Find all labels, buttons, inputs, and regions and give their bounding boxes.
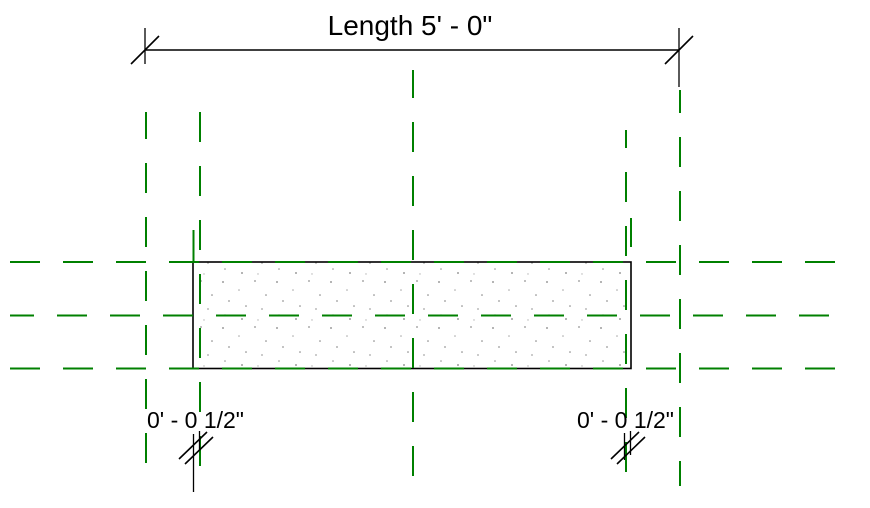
right-offset-dimension-label[interactable]: 0' - 0 1/2" (577, 407, 674, 433)
left-offset-tick-b (184, 436, 214, 465)
reference-planes (10, 70, 851, 486)
length-dimension[interactable] (130, 28, 694, 87)
left-offset-tick-a (178, 431, 208, 460)
right-offset-dimension[interactable] (610, 431, 646, 465)
length-dimension-label[interactable]: Length 5' - 0" (328, 10, 493, 41)
left-offset-dimension[interactable] (178, 431, 214, 492)
right-offset-tick-b (616, 436, 646, 465)
right-offset-tick-a (610, 431, 640, 460)
length-dimension-tick-left (130, 35, 160, 65)
left-offset-dimension-label[interactable]: 0' - 0 1/2" (147, 407, 244, 433)
dimension-geometry (130, 28, 694, 492)
length-dimension-tick-right (664, 35, 694, 65)
